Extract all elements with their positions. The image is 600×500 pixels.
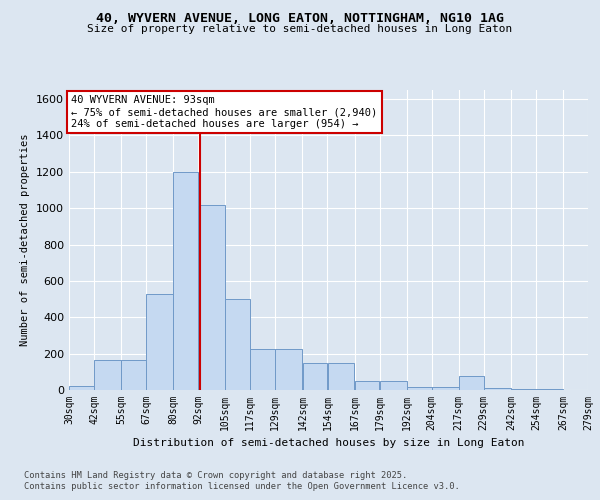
Bar <box>173 172 198 390</box>
Bar <box>536 389 563 390</box>
Text: Distribution of semi-detached houses by size in Long Eaton: Distribution of semi-detached houses by … <box>133 438 524 448</box>
Bar <box>199 204 225 390</box>
Y-axis label: Number of semi-detached properties: Number of semi-detached properties <box>20 134 31 346</box>
Bar <box>380 381 407 390</box>
Text: 40 WYVERN AVENUE: 93sqm
← 75% of semi-detached houses are smaller (2,940)
24% of: 40 WYVERN AVENUE: 93sqm ← 75% of semi-de… <box>71 96 377 128</box>
Text: 40, WYVERN AVENUE, LONG EATON, NOTTINGHAM, NG10 1AG: 40, WYVERN AVENUE, LONG EATON, NOTTINGHA… <box>96 12 504 26</box>
Bar <box>250 349 275 390</box>
Text: Contains HM Land Registry data © Crown copyright and database right 2025.: Contains HM Land Registry data © Crown c… <box>24 471 407 480</box>
Bar <box>511 389 536 390</box>
Text: Size of property relative to semi-detached houses in Long Eaton: Size of property relative to semi-detach… <box>88 24 512 34</box>
Text: Contains public sector information licensed under the Open Government Licence v3: Contains public sector information licen… <box>24 482 460 491</box>
Bar <box>355 381 379 390</box>
Bar <box>432 386 458 390</box>
Bar <box>121 360 146 390</box>
Bar <box>459 376 484 390</box>
Bar <box>69 386 94 390</box>
Bar <box>275 349 302 390</box>
Bar <box>302 362 328 390</box>
Bar <box>484 388 511 390</box>
Bar <box>407 386 431 390</box>
Bar <box>146 294 173 390</box>
Bar <box>328 362 355 390</box>
Bar <box>94 360 121 390</box>
Bar <box>226 299 250 390</box>
